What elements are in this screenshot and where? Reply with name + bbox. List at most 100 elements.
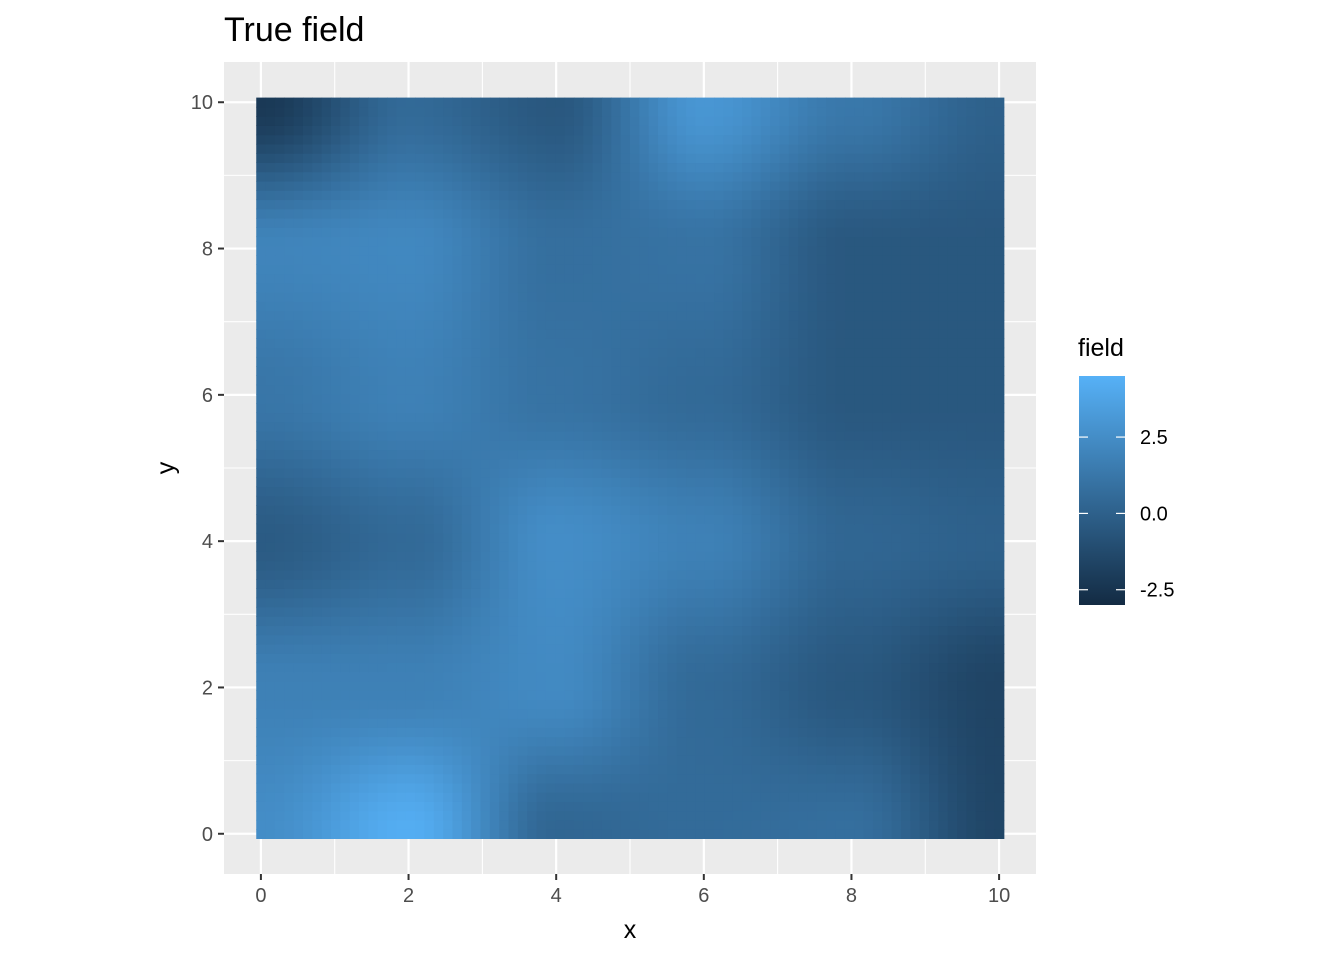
heatmap-tile	[863, 347, 874, 358]
heatmap-tile	[648, 606, 659, 617]
heatmap-tile	[844, 606, 855, 617]
heatmap-tile	[863, 532, 874, 543]
heatmap-tile	[611, 477, 622, 488]
heatmap-tile	[620, 708, 631, 719]
heatmap-tile	[751, 366, 762, 376]
heatmap-tile	[835, 310, 846, 321]
heatmap-tile	[751, 319, 762, 330]
heatmap-tile	[480, 430, 491, 441]
heatmap-tile	[779, 292, 790, 302]
heatmap-tile	[910, 736, 921, 747]
heatmap-tile	[573, 560, 584, 571]
heatmap-tile	[676, 810, 687, 821]
heatmap-tile	[302, 310, 313, 321]
heatmap-tile	[387, 606, 397, 617]
heatmap-tile	[900, 347, 911, 358]
heatmap-tile	[957, 366, 967, 376]
heatmap-tile	[555, 810, 566, 821]
heatmap-tile	[742, 477, 753, 488]
heatmap-tile	[536, 430, 547, 441]
heatmap-tile	[966, 801, 977, 812]
heatmap-tile	[321, 338, 332, 349]
heatmap-tile	[844, 393, 855, 404]
heatmap-tile	[274, 514, 285, 525]
heatmap-tile	[312, 375, 323, 386]
heatmap-tile	[564, 366, 575, 376]
heatmap-tile	[695, 393, 706, 404]
heatmap-tile	[723, 505, 734, 515]
heatmap-tile	[620, 810, 631, 821]
heatmap-tile	[658, 412, 668, 423]
heatmap-tile	[779, 273, 790, 284]
heatmap-tile	[947, 338, 958, 349]
heatmap-tile	[321, 514, 332, 525]
heatmap-tile	[555, 736, 566, 747]
heatmap-tile	[573, 588, 584, 599]
heatmap-tile	[732, 708, 743, 719]
heatmap-tile	[760, 495, 771, 506]
heatmap-tile	[387, 542, 397, 552]
heatmap-tile	[994, 810, 1005, 821]
heatmap-tile	[966, 477, 977, 488]
heatmap-tile	[788, 523, 799, 534]
heatmap-tile	[368, 597, 379, 608]
heatmap-tile	[601, 569, 612, 580]
heatmap-tile	[443, 542, 454, 552]
heatmap-tile	[349, 458, 360, 469]
heatmap-tile	[714, 384, 725, 395]
heatmap-tile	[368, 560, 379, 571]
heatmap-tile	[891, 282, 902, 293]
heatmap-tile	[994, 690, 1005, 701]
heatmap-tile	[648, 782, 659, 793]
heatmap-tile	[489, 393, 500, 404]
heatmap-tile	[517, 486, 528, 497]
heatmap-tile	[732, 514, 743, 525]
heatmap-tile	[826, 782, 837, 793]
heatmap-tile	[302, 699, 313, 710]
heatmap-tile	[938, 468, 949, 478]
heatmap-tile	[517, 662, 528, 673]
heatmap-tile	[499, 375, 510, 386]
heatmap-tile	[844, 736, 855, 747]
heatmap-tile	[938, 755, 949, 765]
heatmap-tile	[723, 319, 734, 330]
heatmap-tile	[424, 569, 435, 580]
heatmap-tile	[639, 764, 650, 775]
heatmap-tile	[564, 486, 575, 497]
heatmap-tile	[872, 588, 883, 599]
heatmap-tile	[910, 773, 921, 784]
heatmap-tile	[527, 671, 538, 682]
heatmap-tile	[891, 680, 902, 691]
heatmap-tile	[396, 625, 407, 636]
heatmap-tile	[508, 569, 519, 580]
heatmap-tile	[639, 375, 650, 386]
heatmap-tile	[489, 430, 500, 441]
heatmap-tile	[686, 430, 696, 441]
heatmap-tile	[676, 792, 687, 802]
heatmap-tile	[256, 773, 267, 784]
heatmap-tile	[975, 542, 986, 552]
heatmap-tile	[312, 329, 323, 339]
heatmap-tile	[452, 523, 463, 534]
heatmap-tile	[517, 523, 528, 534]
heatmap-tile	[900, 597, 911, 608]
heatmap-tile	[256, 764, 267, 775]
heatmap-tile	[527, 310, 538, 321]
heatmap-tile	[359, 579, 369, 589]
heatmap-tile	[686, 551, 696, 562]
heatmap-tile	[433, 366, 444, 376]
heatmap-tile	[891, 356, 902, 367]
heatmap-tile	[499, 597, 510, 608]
heatmap-tile	[929, 560, 939, 571]
heatmap-tile	[798, 440, 809, 451]
heatmap-tile	[302, 819, 313, 830]
heatmap-tile	[573, 829, 584, 839]
heatmap-tile	[517, 329, 528, 339]
heatmap-tile	[695, 468, 706, 478]
heatmap-tile	[975, 477, 986, 488]
heatmap-tile	[788, 505, 799, 515]
heatmap-tile	[919, 523, 930, 534]
heatmap-tile	[527, 264, 538, 275]
heatmap-tile	[620, 477, 631, 488]
heatmap-tile	[517, 468, 528, 478]
